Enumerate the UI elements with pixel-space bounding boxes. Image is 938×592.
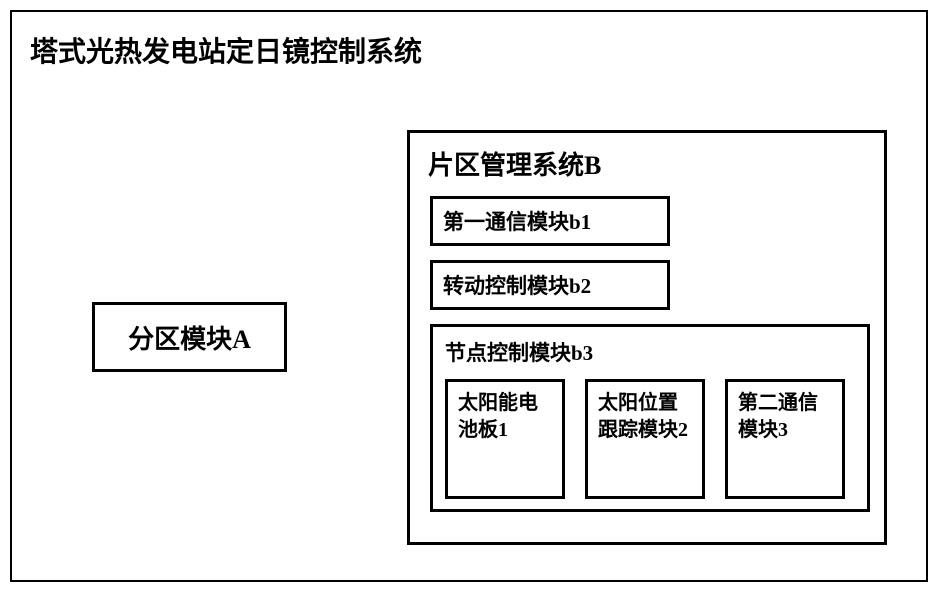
system-b-title: 片区管理系统B — [428, 145, 866, 182]
system-b-box: 片区管理系统B 第一通信模块b1 转动控制模块b2 节点控制模块b3 太阳能电池… — [407, 130, 887, 545]
module-b1-label: 第一通信模块b1 — [443, 210, 591, 234]
module-b3-box: 节点控制模块b3 太阳能电池板1 太阳位置跟踪模块2 第二通信模块3 — [430, 324, 870, 512]
module-a-label: 分区模块A — [128, 319, 251, 356]
module-b2-label: 转动控制模块b2 — [443, 274, 591, 298]
page-title: 塔式光热发电站定日镜控制系统 — [30, 30, 422, 70]
sub-module-2-label: 太阳位置跟踪模块2 — [598, 392, 688, 441]
module-b3-title: 节点控制模块b3 — [445, 337, 855, 367]
sub-module-1: 太阳能电池板1 — [445, 379, 565, 499]
sub-module-1-label: 太阳能电池板1 — [458, 392, 538, 441]
module-b3-row: 太阳能电池板1 太阳位置跟踪模块2 第二通信模块3 — [445, 379, 855, 499]
module-b2-box: 转动控制模块b2 — [430, 260, 670, 310]
sub-module-3: 第二通信模块3 — [725, 379, 845, 499]
diagram-frame: 塔式光热发电站定日镜控制系统 分区模块A 片区管理系统B 第一通信模块b1 转动… — [10, 10, 928, 582]
module-b1-box: 第一通信模块b1 — [430, 196, 670, 246]
sub-module-3-label: 第二通信模块3 — [738, 392, 818, 441]
module-a-box: 分区模块A — [92, 302, 287, 372]
sub-module-2: 太阳位置跟踪模块2 — [585, 379, 705, 499]
